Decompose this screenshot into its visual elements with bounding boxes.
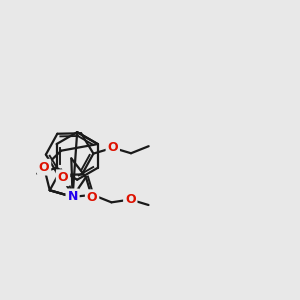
Text: O: O [39,161,50,174]
Text: N: N [68,190,78,203]
Text: O: O [125,193,136,206]
Text: O: O [87,191,98,204]
Text: O: O [58,171,68,184]
Text: O: O [107,141,118,154]
